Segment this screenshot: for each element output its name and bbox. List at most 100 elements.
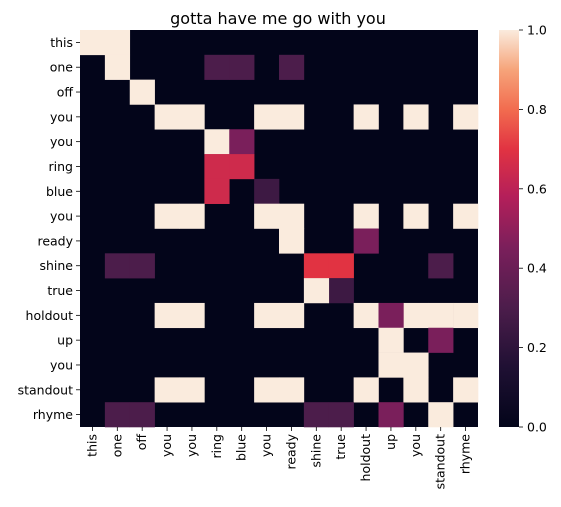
x-tick-label: one [109, 434, 124, 458]
y-tick-label: blue [46, 184, 73, 199]
y-tick-label: you [50, 134, 73, 149]
heatmap-cell [428, 402, 454, 428]
heatmap-cell [179, 302, 205, 329]
x-tick-label: ring [209, 434, 224, 458]
y-tick-label: you [50, 357, 73, 372]
heatmap-cell [303, 278, 330, 304]
y-tick-label: true [47, 283, 73, 298]
heatmap-cell [80, 30, 106, 56]
x-tick-label: you [184, 434, 199, 457]
heatmap-cell [378, 327, 404, 353]
colorbar-tick-label: 0.0 [527, 420, 547, 435]
heatmap-cell [279, 302, 305, 329]
y-tick-label: up [57, 333, 73, 348]
heatmap-cell [403, 104, 429, 130]
x-tick-label: up [383, 434, 398, 450]
x-tick-labels: this one off you you ring blue you ready shine tru… [84, 427, 473, 490]
x-tick-label: this [84, 434, 99, 457]
colorbar [499, 30, 519, 427]
heatmap-cell [254, 178, 280, 204]
heatmap-cell [453, 104, 479, 130]
heatmap-cell [353, 302, 379, 329]
heatmap-cell [229, 129, 255, 155]
heatmap-cell [179, 377, 205, 403]
heatmap-cells [80, 30, 479, 428]
heatmap-cell [428, 302, 454, 329]
heatmap-cell [353, 377, 379, 403]
heatmap-cell [428, 327, 454, 353]
heatmap-cell [328, 278, 354, 304]
heatmap-cell [378, 402, 404, 428]
heatmap-cell [353, 104, 379, 130]
heatmap-cell [154, 104, 180, 130]
heatmap-cell [453, 302, 479, 329]
y-tick-labels: this one off you you ring blue you ready shine tru… [18, 35, 80, 422]
y-tick-label: off [57, 85, 74, 100]
x-tick-label: blue [234, 434, 249, 461]
heatmap-cell [104, 253, 131, 279]
y-tick-label: rhyme [33, 407, 73, 422]
heatmap-cell [279, 104, 305, 130]
heatmap-cell [403, 352, 429, 378]
heatmap-cell [204, 129, 230, 155]
x-tick-label: off [134, 434, 149, 451]
heatmap-cell [453, 203, 479, 229]
heatmap-cell [154, 377, 180, 403]
colorbar-tick-label: 1.0 [527, 23, 547, 38]
heatmap-cell [154, 203, 180, 229]
y-tick-label: standout [18, 382, 74, 397]
y-tick-label: ready [37, 233, 73, 248]
heatmap-cell [378, 302, 404, 329]
heatmap-cell [204, 178, 230, 204]
heatmap-cell [378, 352, 404, 378]
y-tick-label: ring [49, 159, 73, 174]
heatmap-cell [179, 203, 205, 229]
heatmap-cell [104, 54, 131, 80]
x-tick-label: ready [283, 433, 298, 469]
heatmap-cell [204, 54, 230, 80]
y-tick-label: you [50, 109, 73, 124]
heatmap-cell [104, 402, 131, 428]
heatmap-cell [129, 253, 155, 279]
x-tick-label: true [333, 434, 348, 460]
heatmap-cell [353, 203, 379, 229]
y-tick-label: one [50, 60, 74, 75]
heatmap-cell [453, 377, 479, 403]
x-tick-label: holdout [358, 434, 373, 482]
heatmap-cell [254, 302, 280, 329]
heatmap-cell [428, 253, 454, 279]
y-tick-label: shine [39, 258, 73, 273]
x-tick-label: you [159, 434, 174, 457]
colorbar-tick-label: 0.4 [527, 261, 547, 276]
x-tick-label: rhyme [458, 434, 473, 474]
heatmap-cell [254, 104, 280, 130]
heatmap-cell [403, 203, 429, 229]
heatmap-cell [129, 79, 155, 105]
x-tick-label: standout [433, 434, 448, 490]
heatmap-cell [154, 302, 180, 329]
colorbar-tick-label: 0.2 [527, 340, 547, 355]
heatmap-cell [279, 228, 305, 254]
x-tick-label: you [408, 434, 423, 457]
heatmap-cell [129, 402, 155, 428]
y-tick-label: you [50, 209, 73, 224]
heatmap-cell [179, 104, 205, 130]
heatmap-cell [229, 154, 255, 180]
heatmap-cell [403, 377, 429, 403]
x-tick-label: you [259, 434, 274, 457]
colorbar-ticks: 0.0 0.2 0.4 0.6 0.8 1.0 [519, 23, 547, 435]
heatmap-cell [229, 54, 255, 80]
colorbar-tick-label: 0.6 [527, 181, 547, 196]
heatmap-cell [279, 377, 305, 403]
heatmap-cell [254, 203, 280, 229]
chart-title: gotta have me go with you [170, 9, 386, 28]
colorbar-tick-label: 0.8 [527, 102, 547, 117]
x-tick-label: shine [308, 434, 323, 468]
heatmap-cell [279, 54, 305, 80]
heatmap-cell [353, 228, 379, 254]
heatmap-cell [303, 402, 330, 428]
heatmap-cell [254, 377, 280, 403]
y-tick-label: holdout [26, 308, 74, 323]
y-tick-label: this [50, 35, 73, 50]
